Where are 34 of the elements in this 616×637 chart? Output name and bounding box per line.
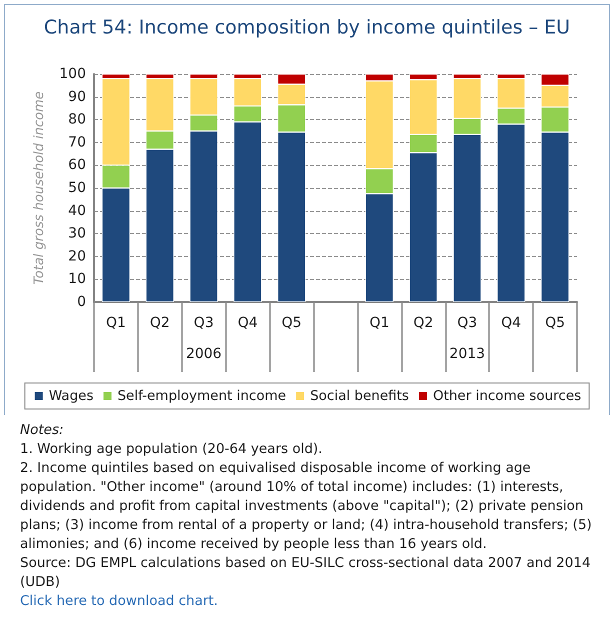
x-tick-label: Q5 [282,315,302,331]
x-tick-label: Q4 [238,315,258,331]
y-tick-label: 10 [68,271,86,288]
legend-label: Wages [48,388,94,404]
y-tick-label: 70 [68,134,86,150]
x-tick-label: Q3 [194,315,214,331]
y-tick-label: 100 [59,66,86,82]
text: 2013 [449,346,486,362]
y-tick-label: 40 [68,202,86,219]
source-note: Source: DG EMPL calculations based on EU-SILC cross-sectional data 2007 and 2014 (UDB) [20,554,592,592]
y-axis-title: Total gross household income [32,91,47,285]
chart-title: Chart 54: Income composition by income quintiles – EU [44,16,570,38]
legend-label: Self-employment income [117,388,286,404]
x-tick-label: Q3 [457,315,478,331]
text: Notes: [20,421,65,440]
text: 2006 [186,346,222,362]
y-tick-label: 90 [68,88,86,105]
x-tick-label: Q1 [106,315,126,331]
y-tick-label: 80 [68,112,86,128]
x-tick-label: Q5 [545,315,566,331]
x-tick-label: Q2 [413,315,434,331]
legend-label: Social benefits [310,388,409,404]
legend-label: Other income sources [432,388,582,404]
x-tick-label: Q1 [369,315,390,331]
x-tick-label: Q4 [501,315,522,331]
text: Click here to download chart. [20,592,219,611]
text: 1. Working age population (20-64 years old). [20,440,324,459]
y-tick-label: 0 [77,294,86,310]
text: 2. Income quintiles based on equivalised disposable income of working age population. "Other income" (around 10% of total income) includes: (1) interests, dividends and profit from capital investments (above "capital"); (2) private pension plans; (3) income from rental of a property or land; (4) intra-household transfers; (5) alimonies; and (6) income received by people less than 16 years old. [20,459,593,554]
y-tick-label: 20 [68,248,86,264]
y-tick-label: 30 [68,226,86,242]
x-tick-label: Q2 [150,315,170,331]
y-tick-label: 60 [68,157,86,174]
y-tick-label: 50 [68,180,86,196]
